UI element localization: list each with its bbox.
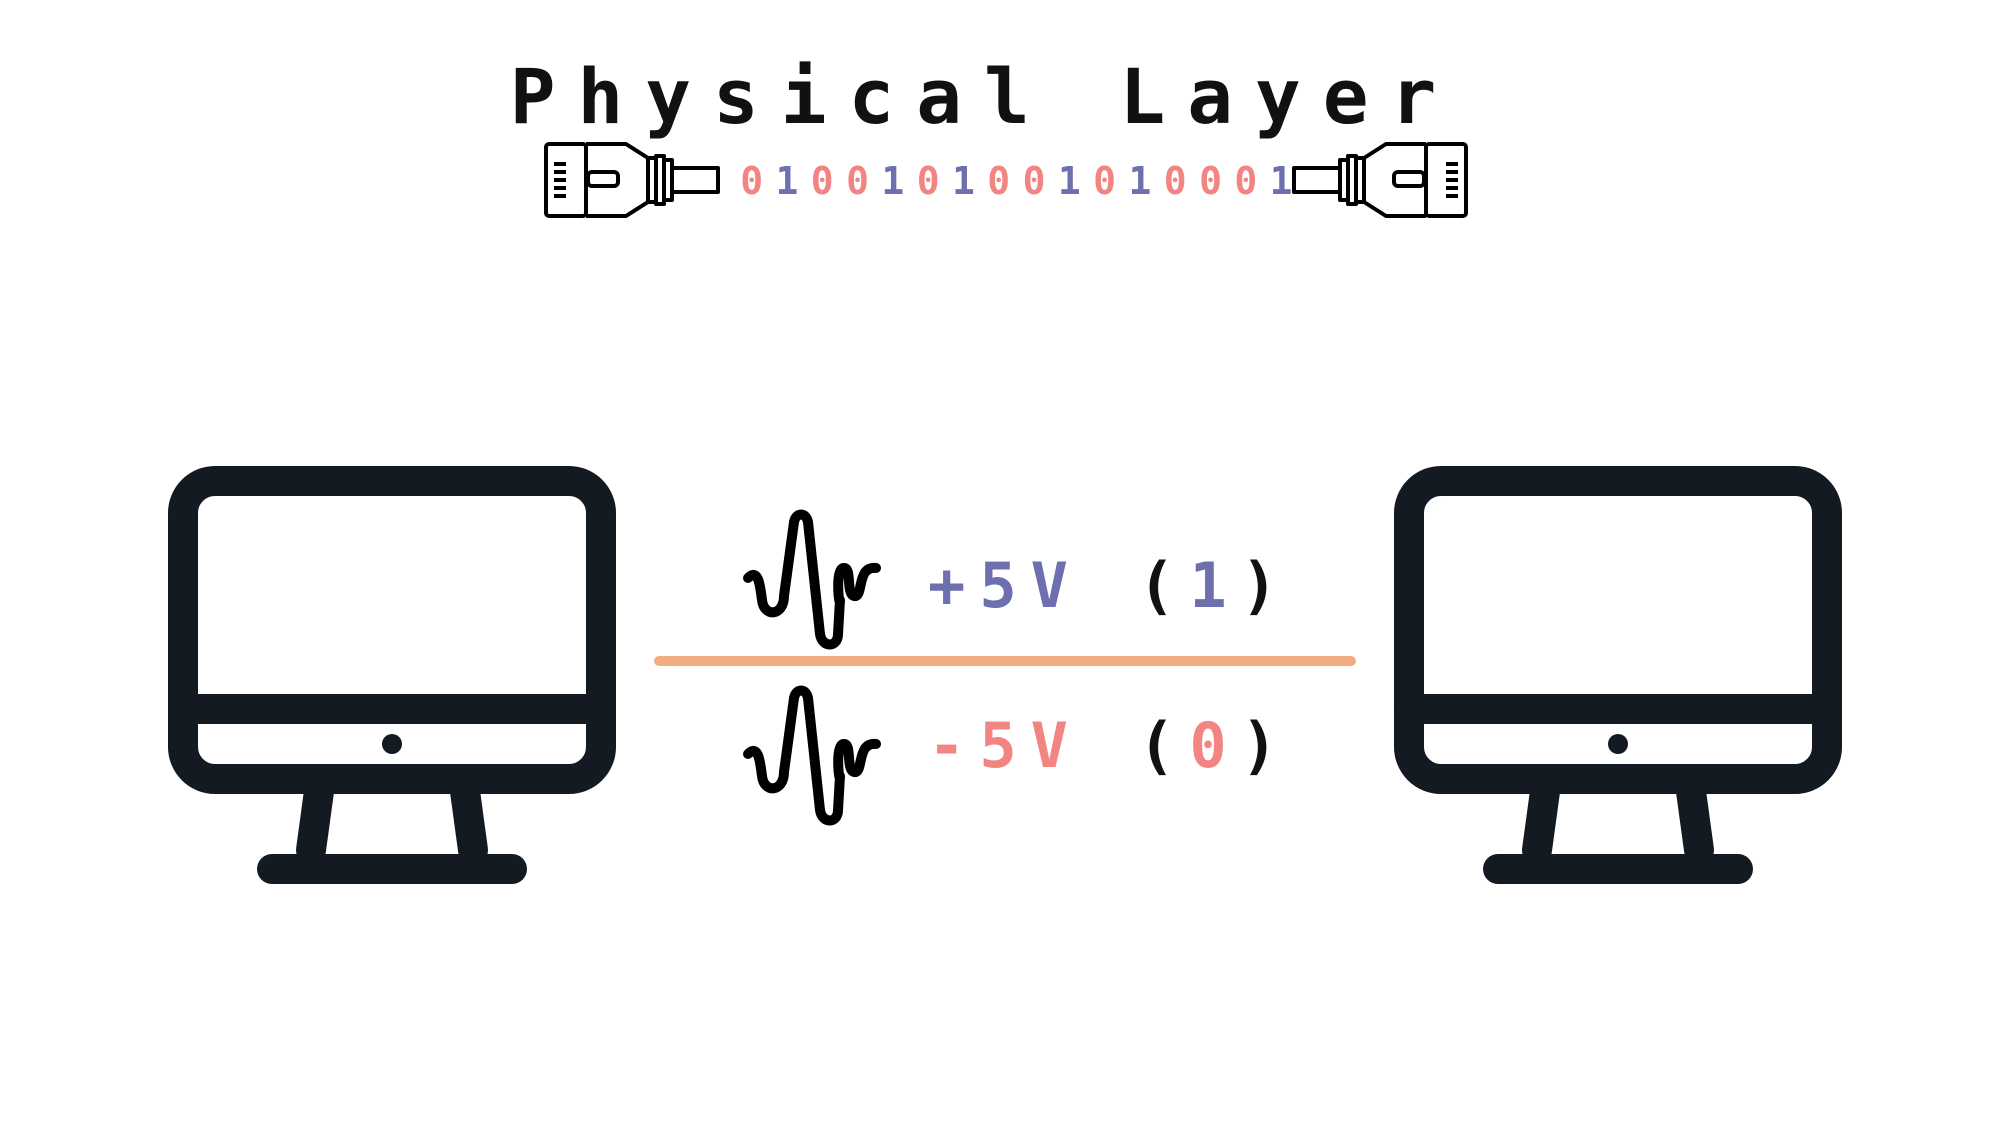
signal-wave-icon — [743, 509, 881, 650]
close-paren: ) — [1240, 709, 1292, 782]
bit: 1 — [881, 159, 905, 203]
binary-stream: 0 1 0 0 1 0 1 0 0 1 0 1 0 0 0 1 — [734, 156, 1299, 206]
bit: 0 — [740, 159, 764, 203]
bit: 0 — [1234, 159, 1258, 203]
bit: 0 — [1199, 159, 1222, 203]
bit: 1 — [1269, 159, 1293, 203]
open-paren: ( — [1137, 709, 1190, 782]
signal-wave-icon — [743, 685, 881, 826]
bit: 0 — [846, 159, 869, 203]
ethernet-plug-icon — [1292, 142, 1468, 218]
page-title: Physical Layer — [509, 52, 1459, 141]
bit: 1 — [775, 159, 799, 203]
open-paren: ( — [1137, 549, 1190, 622]
bit: 0 — [916, 159, 940, 203]
transmission-line — [654, 656, 1356, 666]
computer-monitor-icon — [1394, 466, 1842, 884]
high-bit: 1 — [1189, 549, 1241, 622]
bit: 0 — [1093, 159, 1117, 203]
high-signal-label: +5V ( 1 ) — [928, 546, 1292, 626]
positive-voltage: +5V — [928, 549, 1082, 622]
ethernet-plug-icon — [544, 142, 720, 218]
bit: 0 — [1022, 159, 1046, 203]
low-signal-label: -5V ( 0 ) — [928, 706, 1292, 786]
low-bit: 0 — [1189, 709, 1241, 782]
computer-monitor-icon — [168, 466, 616, 884]
negative-voltage: -5V — [928, 709, 1082, 782]
bit: 0 — [1163, 159, 1187, 203]
close-paren: ) — [1240, 549, 1292, 622]
bit: 1 — [1128, 159, 1152, 203]
bit: 0 — [810, 159, 834, 203]
bit: 0 — [987, 159, 1011, 203]
bit: 1 — [1057, 159, 1081, 203]
bit: 1 — [951, 159, 975, 203]
